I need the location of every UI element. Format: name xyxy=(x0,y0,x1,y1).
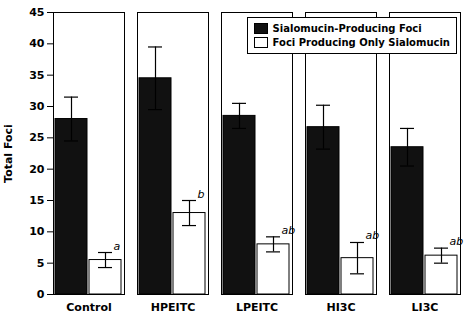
svg-text:LI3C: LI3C xyxy=(412,301,439,314)
svg-text:25: 25 xyxy=(29,131,44,144)
svg-text:20: 20 xyxy=(29,163,45,176)
svg-text:HPEITC: HPEITC xyxy=(151,301,195,314)
svg-text:15: 15 xyxy=(29,194,44,207)
svg-text:35: 35 xyxy=(29,69,44,82)
svg-text:ab: ab xyxy=(450,235,464,248)
svg-text:Total Foci: Total Foci xyxy=(2,124,15,183)
svg-text:a: a xyxy=(114,240,121,253)
svg-text:HI3C: HI3C xyxy=(326,301,355,314)
svg-text:5: 5 xyxy=(37,257,45,270)
svg-text:Control: Control xyxy=(66,301,111,314)
svg-text:40: 40 xyxy=(29,37,45,50)
svg-text:ab: ab xyxy=(282,224,296,237)
svg-text:ab: ab xyxy=(366,229,380,242)
html-text:Foci Producing Only Sialomucin: Foci Producing Only Sialomucin xyxy=(272,36,450,48)
svg-text:0: 0 xyxy=(37,288,45,301)
svg-text:30: 30 xyxy=(29,100,45,113)
svg-text:LPEITC: LPEITC xyxy=(236,301,278,314)
svg-text:10: 10 xyxy=(29,225,45,238)
svg-text:45: 45 xyxy=(29,6,44,19)
svg-text:b: b xyxy=(198,188,205,201)
html-text:Sialomucin-Producing Foci: Sialomucin-Producing Foci xyxy=(272,23,422,34)
